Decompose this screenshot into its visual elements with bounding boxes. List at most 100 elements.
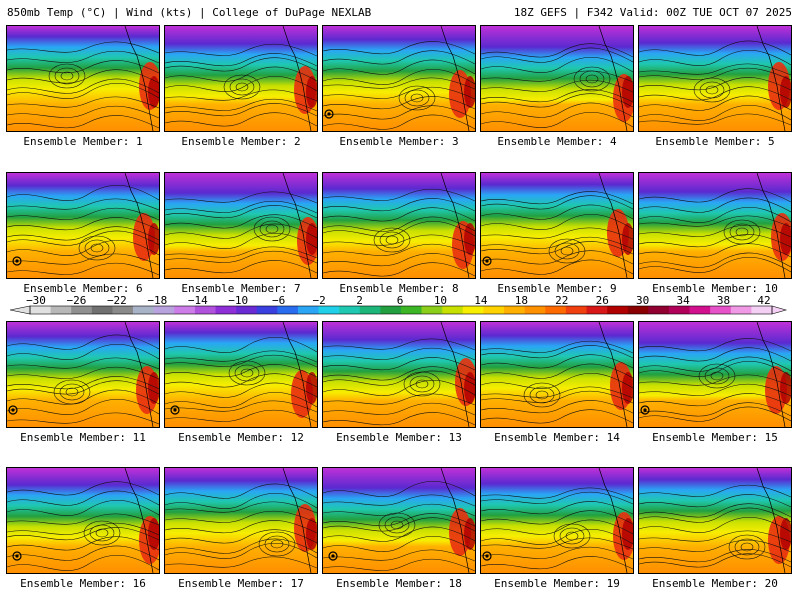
closed-contour (403, 371, 441, 397)
colorbar-swatch (442, 306, 464, 314)
closed-contour (573, 66, 611, 92)
temperature-colorbar: −30 −26 −22 −18 −14 −10 −6 −2 2 6 10 14 18 22 26 30 34 38… (9, 296, 788, 315)
contour-line (323, 558, 475, 572)
ensemble-member-label: Ensemble Member: 2 (181, 135, 301, 148)
colorbar-tick-label: −22 (107, 296, 127, 307)
contour-line (7, 554, 159, 571)
closed-contour (223, 74, 261, 100)
contour-line (639, 402, 791, 417)
contour-line (165, 200, 317, 214)
colorbar-swatch (586, 306, 608, 314)
contour-line (481, 386, 633, 399)
temperature-map (164, 467, 318, 574)
contour-line (639, 40, 791, 56)
contour-line (323, 262, 475, 277)
contour-line (639, 383, 791, 397)
contour-line (639, 256, 791, 273)
colorbar-tick-label: 30 (636, 296, 649, 307)
colorbar-swatch (751, 306, 773, 314)
coastline (598, 173, 628, 278)
closed-contour (65, 387, 79, 397)
colorbar-swatch (565, 306, 587, 314)
colorbar-tick-label: 10 (434, 296, 447, 307)
model-run-info: 18Z GEFS | F342 Valid: 00Z TUE OCT 07 20… (513, 6, 792, 19)
hot-core-area (622, 518, 633, 550)
contour-line (165, 510, 317, 524)
colorbar-tick-label: 26 (596, 296, 609, 307)
temperature-map (480, 25, 634, 132)
cyclone-marker (15, 554, 19, 558)
coastline (440, 468, 470, 573)
ensemble-member-panel: Ensemble Member: 16 (6, 467, 160, 591)
colorbar-swatch (730, 306, 752, 314)
colorbar-tick-label: 22 (555, 296, 568, 307)
hot-core-area (780, 223, 791, 255)
colorbar-swatch (256, 306, 278, 314)
colorbar-frame (29, 305, 773, 315)
colorbar-swatch (297, 306, 319, 314)
contour-line (323, 370, 475, 386)
colorbar-swatch (545, 306, 567, 314)
contour-line (639, 406, 791, 422)
closed-contour (259, 220, 285, 238)
contour-line (481, 487, 633, 500)
contour-line (7, 481, 159, 496)
contour-line (323, 220, 475, 237)
hot-core-area (306, 223, 317, 255)
coastline (756, 173, 786, 278)
ensemble-member-label: Ensemble Member: 17 (178, 577, 304, 590)
closed-contour (548, 238, 586, 264)
coastline (124, 322, 154, 427)
contour-line (323, 243, 475, 257)
ensemble-member-panel: Ensemble Member: 12 (164, 321, 318, 445)
contour-line (323, 535, 475, 552)
contour-line (165, 538, 317, 554)
ensemble-member-label: Ensemble Member: 16 (20, 577, 146, 590)
closed-contour (729, 223, 755, 241)
contour-line (7, 343, 159, 360)
colorbar-swatch (648, 306, 670, 314)
temperature-map (638, 321, 792, 428)
closed-contour (95, 528, 109, 538)
cyclone-marker (12, 551, 22, 561)
cyclone-marker (482, 256, 492, 266)
contour-line (165, 336, 317, 353)
contour-line (639, 539, 791, 553)
ensemble-member-panel: Ensemble Member: 5 (638, 25, 792, 149)
contour-line (639, 215, 791, 228)
contour-line (481, 111, 633, 128)
contour-line (165, 391, 317, 408)
closed-contour (379, 231, 405, 249)
contour-line (639, 549, 791, 563)
ensemble-member-label: Ensemble Member: 18 (336, 577, 462, 590)
temperature-field (323, 26, 475, 131)
temperature-field (639, 468, 791, 573)
contour-line (7, 230, 159, 246)
contour-line (481, 400, 633, 414)
temperature-field (165, 468, 317, 573)
coastline (756, 322, 786, 427)
contour-line (165, 232, 317, 249)
contour-line (481, 510, 633, 525)
contour-line (165, 364, 317, 378)
contour-line (165, 53, 317, 67)
contour-line (481, 56, 633, 73)
contour-line (481, 191, 633, 205)
ensemble-member-label: Ensemble Member: 8 (339, 282, 459, 295)
contour-line (481, 390, 633, 404)
contour-line (323, 253, 475, 267)
coastline (282, 468, 312, 573)
colorbar-tick-label: −2 (312, 296, 325, 307)
contour-line (639, 234, 791, 248)
contour-line (323, 207, 475, 222)
contour-line (639, 338, 791, 352)
contour-line (639, 347, 791, 362)
contour-line (639, 530, 791, 543)
contour-line (7, 105, 159, 119)
closed-contour (398, 85, 436, 111)
contour-line (323, 513, 475, 527)
contour-line (7, 198, 159, 211)
ensemble-member-panel: Ensemble Member: 10 (638, 172, 792, 296)
contour-line (7, 60, 159, 74)
cyclone-marker (173, 408, 177, 412)
